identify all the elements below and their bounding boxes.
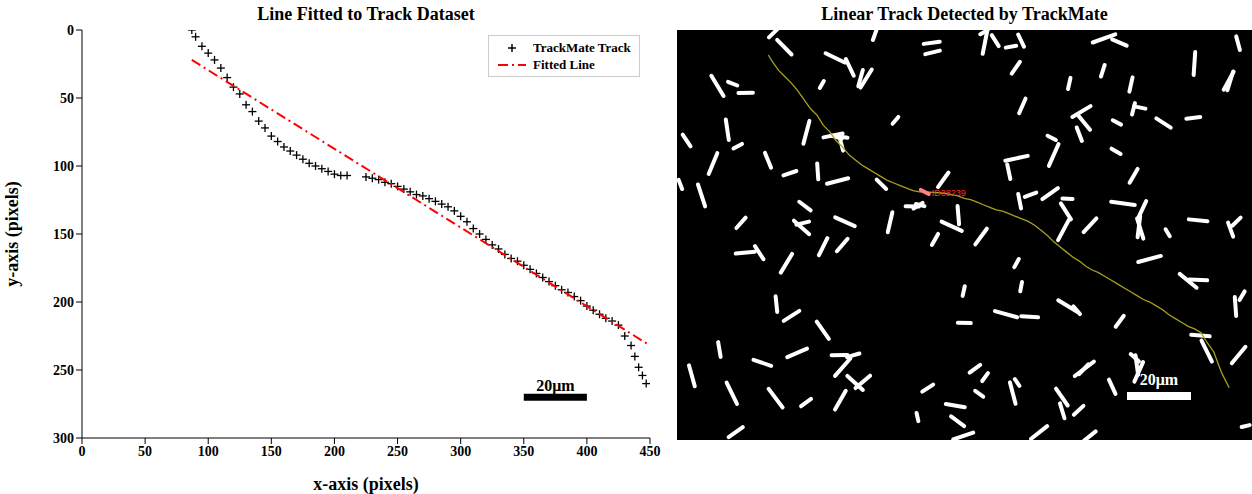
svg-text:300: 300 — [53, 431, 74, 446]
svg-text:0: 0 — [67, 23, 74, 38]
svg-text:20μm: 20μm — [1140, 371, 1179, 389]
svg-text:150: 150 — [261, 444, 282, 459]
svg-text:x-axis (pixels): x-axis (pixels) — [313, 474, 419, 494]
svg-text:20μm: 20μm — [536, 377, 575, 395]
html-text:Fitted Line: Fitted Line — [533, 56, 595, 72]
html-text:TrackMate Track: TrackMate Track — [533, 39, 631, 55]
svg-text:350: 350 — [513, 444, 534, 459]
svg-text:y-axis (pixels): y-axis (pixels) — [2, 181, 23, 287]
svg-text:100: 100 — [53, 159, 74, 174]
svg-text:250: 250 — [53, 363, 74, 378]
svg-text:200: 200 — [53, 295, 74, 310]
html-text:Linear Track Detected by Track: Linear Track Detected by TrackMate — [821, 4, 1108, 24]
svg-text:ID38239: ID38239 — [932, 188, 966, 198]
svg-text:150: 150 — [53, 227, 74, 242]
svg-text:50: 50 — [60, 91, 74, 106]
svg-text:450: 450 — [640, 444, 661, 459]
svg-text:100: 100 — [198, 444, 219, 459]
svg-text:250: 250 — [387, 444, 408, 459]
svg-text:0: 0 — [79, 444, 86, 459]
svg-text:400: 400 — [576, 444, 597, 459]
html-text:Line Fitted to Track Dataset: Line Fitted to Track Dataset — [257, 4, 475, 24]
svg-text:50: 50 — [138, 444, 152, 459]
svg-text:200: 200 — [324, 444, 345, 459]
svg-text:300: 300 — [450, 444, 471, 459]
